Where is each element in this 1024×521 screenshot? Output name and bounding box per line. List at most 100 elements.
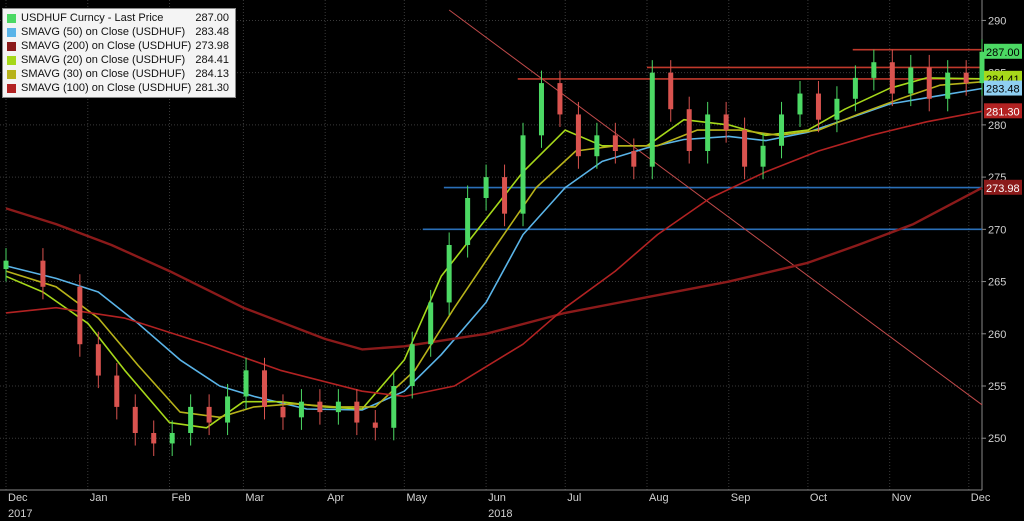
candle-body [151, 433, 157, 444]
candle-body [243, 370, 249, 397]
x-tick-label: Jun [488, 492, 506, 504]
legend-series-value: 281.30 [195, 82, 229, 94]
candle-body [612, 135, 618, 151]
y-tick-label: 250 [988, 433, 1006, 445]
x-tick-label: Jul [567, 492, 581, 504]
candle-body [852, 77, 858, 99]
series-line [5, 110, 983, 398]
y-tick-label: 280 [988, 120, 1006, 132]
candle-body [797, 93, 803, 115]
x-tick-label: Nov [892, 492, 912, 504]
y-tick-label: 290 [988, 15, 1006, 27]
candle-body [446, 245, 452, 303]
x-tick-label: Dec [8, 492, 28, 504]
y-tick-label: 255 [988, 381, 1006, 393]
candle-body [465, 198, 471, 245]
last-value-box [984, 179, 1022, 195]
legend-series-value: 287.00 [195, 12, 229, 24]
candle-body [262, 370, 268, 407]
candle-body [3, 260, 9, 270]
candle-body [908, 67, 914, 94]
trend-line [448, 9, 983, 406]
last-value-label: 283.48 [986, 84, 1020, 96]
candle-body [169, 433, 175, 444]
candle-body [335, 401, 341, 413]
x-tick-label: Oct [810, 492, 827, 504]
candle-body [815, 93, 821, 120]
x-year-label: 2018 [488, 508, 512, 520]
x-year-label: 2017 [8, 508, 32, 520]
x-tick-label: Dec [971, 492, 991, 504]
y-tick-label: 270 [988, 224, 1006, 236]
candle-body [132, 406, 138, 433]
candle-body [483, 177, 489, 198]
legend-swatch [7, 55, 16, 65]
candle-body [502, 177, 508, 214]
last-value-label: 273.98 [986, 183, 1020, 195]
candle-body [114, 375, 120, 407]
candle-body [354, 401, 360, 423]
legend-series-value: 284.41 [195, 54, 229, 66]
x-tick-label: Aug [649, 492, 669, 504]
candle-body [668, 72, 674, 110]
candle-body [317, 401, 323, 413]
legend-item: SMAVG (200) on Close (USDHUF) 273.98 [7, 39, 229, 53]
last-value-box [984, 80, 1022, 96]
legend-series-name: SMAVG (100) on Close (USDHUF) [21, 82, 192, 94]
series-line [5, 186, 983, 351]
candle-body [188, 406, 194, 433]
x-tick-label: Apr [327, 492, 344, 504]
candle-body [409, 344, 415, 386]
candle-body [298, 401, 304, 418]
last-value-box [984, 43, 1022, 59]
candle-body [705, 114, 711, 151]
candle-body [889, 62, 895, 94]
legend-swatch [7, 69, 16, 79]
candle-body [871, 62, 877, 78]
candle-body [631, 151, 637, 167]
candle-body [428, 302, 434, 345]
candle-body [225, 396, 231, 423]
x-tick-label: Feb [172, 492, 191, 504]
candle-body [391, 386, 397, 428]
legend-series-value: 284.13 [195, 68, 229, 80]
series-line [5, 77, 983, 429]
candle-body [834, 98, 840, 120]
legend-item: SMAVG (30) on Close (USDHUF) 284.13 [7, 67, 229, 81]
candle-body [723, 114, 729, 131]
candle-body [963, 72, 969, 84]
candle-body [77, 286, 83, 345]
last-value-label: 281.30 [986, 106, 1020, 118]
chart-legend: USDHUF Curncy - Last Price 287.00 SMAVG (5… [2, 8, 236, 98]
last-value-box [984, 103, 1022, 119]
x-tick-label: Jan [90, 492, 108, 504]
legend-series-name: SMAVG (30) on Close (USDHUF) [21, 68, 186, 80]
legend-series-name: USDHUF Curncy - Last Price [21, 12, 164, 24]
legend-swatch [7, 13, 16, 23]
candle-body [206, 406, 212, 423]
legend-swatch [7, 83, 16, 93]
candle-body [40, 260, 46, 287]
candle-body [686, 109, 692, 151]
y-tick-label: 260 [988, 329, 1006, 341]
legend-series-value: 283.48 [195, 26, 229, 38]
candle-body [594, 135, 600, 157]
legend-item: SMAVG (100) on Close (USDHUF) 281.30 [7, 81, 229, 95]
y-tick-label: 265 [988, 277, 1006, 289]
legend-item: SMAVG (20) on Close (USDHUF) 284.41 [7, 53, 229, 67]
candle-body [945, 72, 951, 99]
candle-body [926, 67, 932, 99]
x-tick-label: Mar [245, 492, 264, 504]
x-tick-label: Sep [731, 492, 751, 504]
candle-body [779, 114, 785, 146]
legend-series-value: 273.98 [195, 40, 229, 52]
candle-body [575, 114, 581, 157]
candle-body [372, 422, 378, 428]
candle-body [742, 130, 748, 167]
candle-body [520, 135, 526, 214]
legend-series-name: SMAVG (20) on Close (USDHUF) [21, 54, 186, 66]
legend-swatch [7, 27, 16, 37]
candle-body [538, 83, 544, 136]
candle-body [979, 51, 985, 84]
